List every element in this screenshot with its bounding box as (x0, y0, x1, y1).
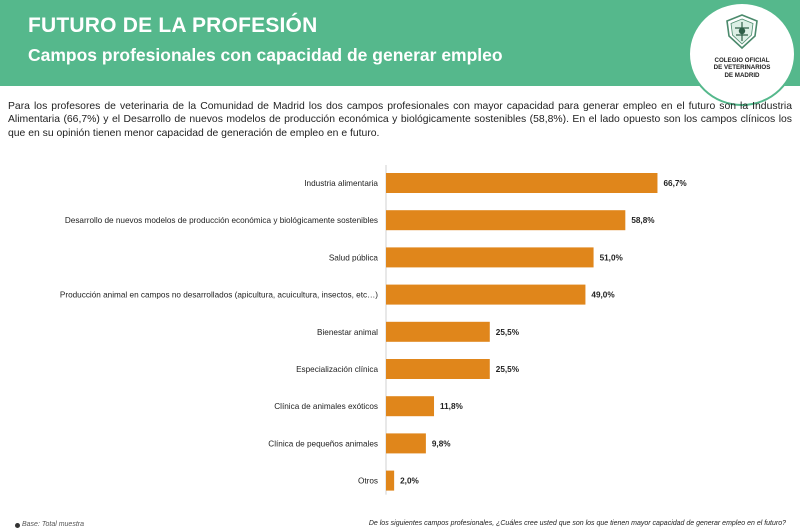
value-label: 2,0% (400, 477, 419, 486)
value-label: 25,5% (496, 328, 520, 337)
category-label: Salud pública (329, 253, 379, 262)
bar (386, 470, 395, 491)
value-label: 58,8% (631, 216, 655, 225)
bar (386, 321, 490, 342)
bar (386, 359, 490, 379)
page-subtitle: Campos profesionales con capacidad de ge… (28, 45, 503, 65)
bar (386, 173, 658, 193)
logo-line: DE MADRID (724, 71, 760, 79)
page-title: FUTURO DE LA PROFESIÓN (28, 14, 318, 37)
value-label: 66,7% (663, 179, 687, 188)
bar (386, 433, 426, 454)
value-label: 25,5% (496, 365, 520, 374)
category-label: Clínica de pequeños animales (268, 439, 378, 448)
base-note: Base: Total muestra (22, 521, 84, 528)
college-logo: COLEGIO OFICIAL DE VETERINARIOS DE MADRI… (688, 2, 796, 106)
category-label: Industria alimentaria (304, 179, 378, 188)
value-label: 49,0% (591, 291, 615, 300)
bar (386, 284, 586, 305)
value-label: 51,0% (600, 253, 624, 262)
bar (386, 210, 626, 231)
bar (386, 247, 594, 268)
logo-text: COLEGIO OFICIAL DE VETERINARIOS DE MADRI… (690, 57, 794, 79)
logo-line: DE VETERINARIOS (713, 64, 771, 72)
bar-chart: Industria alimentaria 66,7% Desarrollo de … (60, 165, 687, 495)
value-label: 11,8% (440, 402, 463, 411)
category-label: Desarrollo de nuevos modelos de producci… (65, 216, 378, 225)
shield-emblem-icon (726, 14, 758, 50)
category-label: Otros (358, 477, 378, 486)
category-label: Clínica de animales exóticos (274, 402, 378, 411)
intro-paragraph: Para los profesores de veterinaria de la… (8, 101, 792, 139)
bar (386, 396, 435, 417)
value-label: 9,8% (432, 439, 451, 448)
category-label: Especialización clínica (296, 365, 378, 374)
bullet-dot (15, 523, 20, 528)
header-banner: FUTURO DE LA PROFESIÓN Campos profesiona… (0, 0, 800, 86)
category-label: Producción animal en campos no desarroll… (60, 291, 378, 300)
category-label: Bienestar animal (317, 328, 378, 337)
logo-line: COLEGIO OFICIAL (714, 57, 770, 64)
question-note: De los siguientes campos profesionales, … (368, 520, 786, 527)
